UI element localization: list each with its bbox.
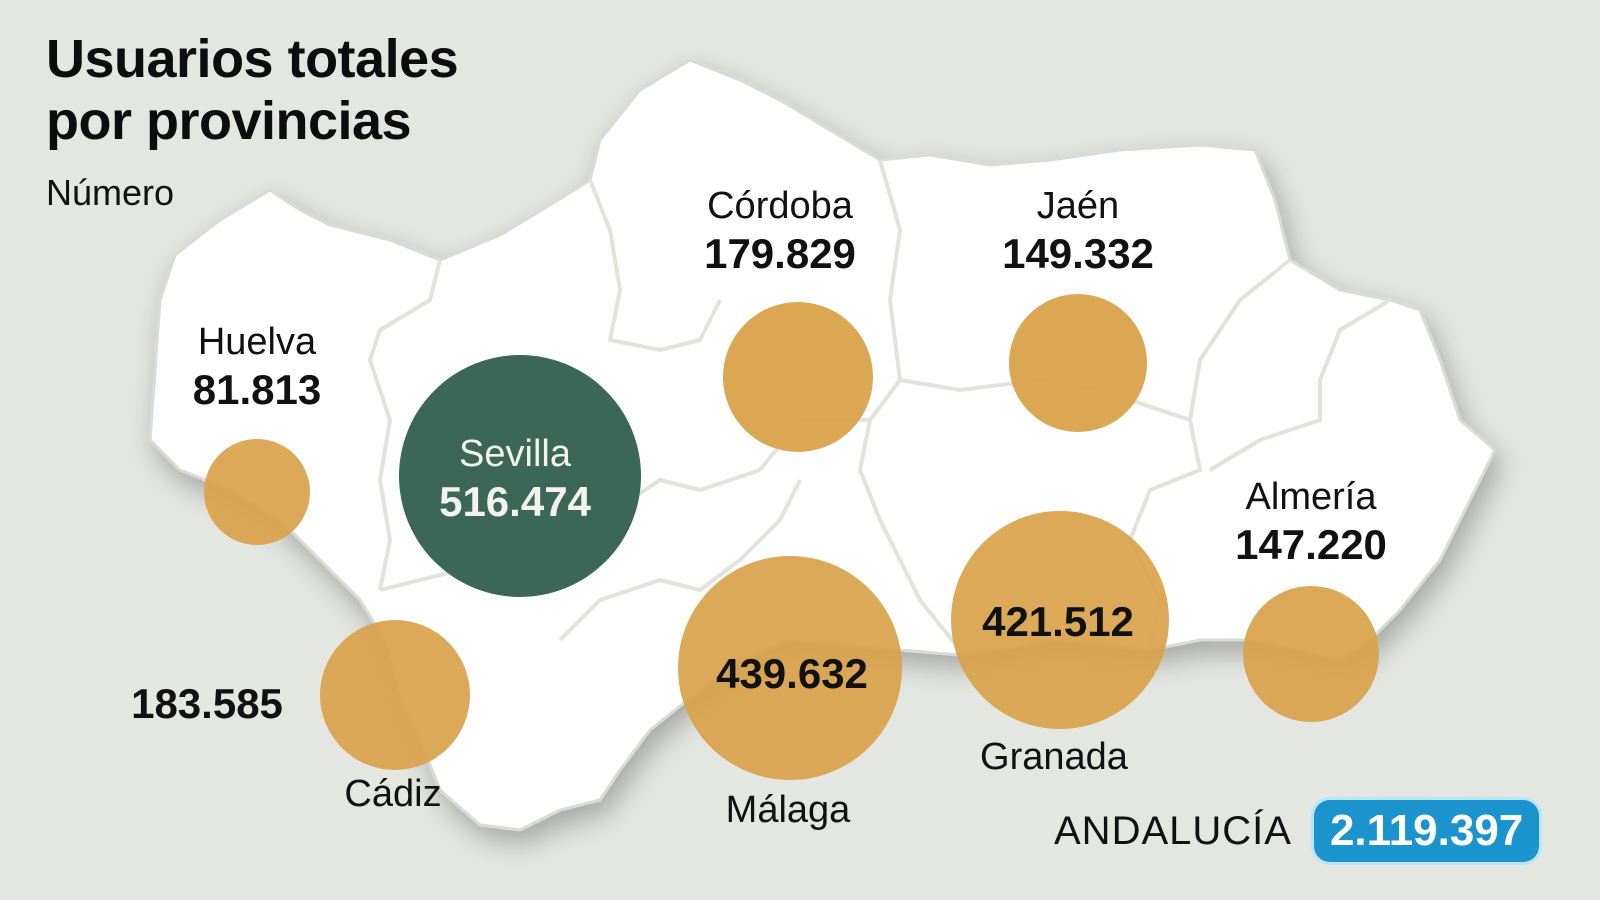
province-value: 147.220: [1235, 521, 1387, 568]
province-value: 179.829: [704, 230, 856, 277]
bubble-almeria: [1243, 586, 1379, 722]
total-summary: ANDALUCÍA 2.119.397: [1054, 800, 1540, 862]
province-value-cadiz: 183.585: [131, 680, 283, 727]
bubble-jaen: [1009, 294, 1147, 432]
title-line-1: Usuarios totales: [46, 29, 459, 89]
province-name: Cádiz: [344, 773, 442, 815]
province-value: 149.332: [1002, 230, 1154, 277]
total-badge: 2.119.397: [1313, 800, 1540, 862]
province-value: 81.813: [192, 366, 322, 413]
bubble-sevilla: [399, 355, 641, 597]
title-line-2: por provincias: [46, 91, 412, 151]
province-label-granada: Granada: [980, 735, 1128, 779]
province-label-malaga: Málaga: [726, 788, 851, 832]
province-name: Almería: [1245, 476, 1377, 518]
province-value-malaga: 439.632: [716, 650, 868, 697]
province-name: Sevilla: [459, 433, 571, 475]
province-name: Málaga: [725, 789, 851, 831]
province-value: 516.474: [439, 478, 591, 525]
bubble-huelva: [204, 439, 310, 545]
province-name: Córdoba: [707, 185, 853, 227]
province-name: Granada: [980, 736, 1128, 778]
province-label-huelva: Huelva 81.813: [193, 320, 321, 416]
province-name: Jaén: [1036, 185, 1120, 227]
chart-subtitle: Número: [46, 172, 175, 213]
province-value-granada: 421.512: [982, 598, 1134, 645]
bubble-malaga: [678, 556, 902, 780]
province-name: Huelva: [197, 321, 317, 363]
province-label-cadiz: Cádiz: [344, 772, 441, 816]
province-label-jaen: Jaén 149.332: [1002, 184, 1154, 280]
bubble-granada: [951, 511, 1169, 729]
province-label-cordoba: Córdoba 179.829: [704, 184, 856, 280]
province-label-sevilla: Sevilla 516.474: [439, 432, 591, 528]
chart-title: Usuarios totales por provincias: [46, 28, 459, 152]
bubble-cadiz: [320, 620, 470, 770]
bubble-cordoba: [723, 302, 873, 452]
total-label: ANDALUCÍA: [1054, 808, 1292, 853]
province-label-almeria: Almería 147.220: [1235, 475, 1387, 571]
